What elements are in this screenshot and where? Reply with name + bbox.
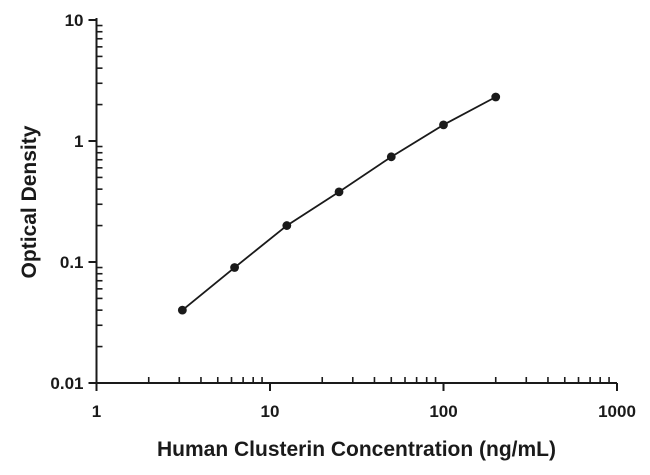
data-point: [334, 187, 344, 197]
data-point: [439, 120, 448, 130]
series-line: [181, 96, 497, 311]
x-tick-label: 100: [429, 402, 457, 421]
y-axis-ticks: 10 1 0.1 0.01: [50, 11, 97, 393]
y-tick-label: 0.1: [60, 253, 84, 272]
data-point: [491, 92, 501, 102]
y-tick-label: 0.01: [50, 374, 83, 393]
y-axis-title: Optical Density: [18, 125, 41, 279]
data-point: [386, 152, 396, 162]
data-point: [177, 305, 187, 315]
x-tick-label: 1: [92, 402, 101, 421]
x-tick-label: 1000: [598, 402, 636, 421]
x-axis-ticks: 1 10 100 1000: [92, 383, 636, 421]
minor-ticks: [96, 24, 610, 383]
x-tick-label: 10: [261, 402, 280, 421]
axes-spines: [95, 18, 617, 384]
y-tick-label: 1: [74, 132, 83, 151]
data-point: [230, 263, 239, 272]
y-tick-label: 10: [65, 11, 84, 30]
data-point: [282, 221, 292, 230]
x-axis-title: Human Clusterin Concentration (ng/mL): [157, 438, 556, 461]
